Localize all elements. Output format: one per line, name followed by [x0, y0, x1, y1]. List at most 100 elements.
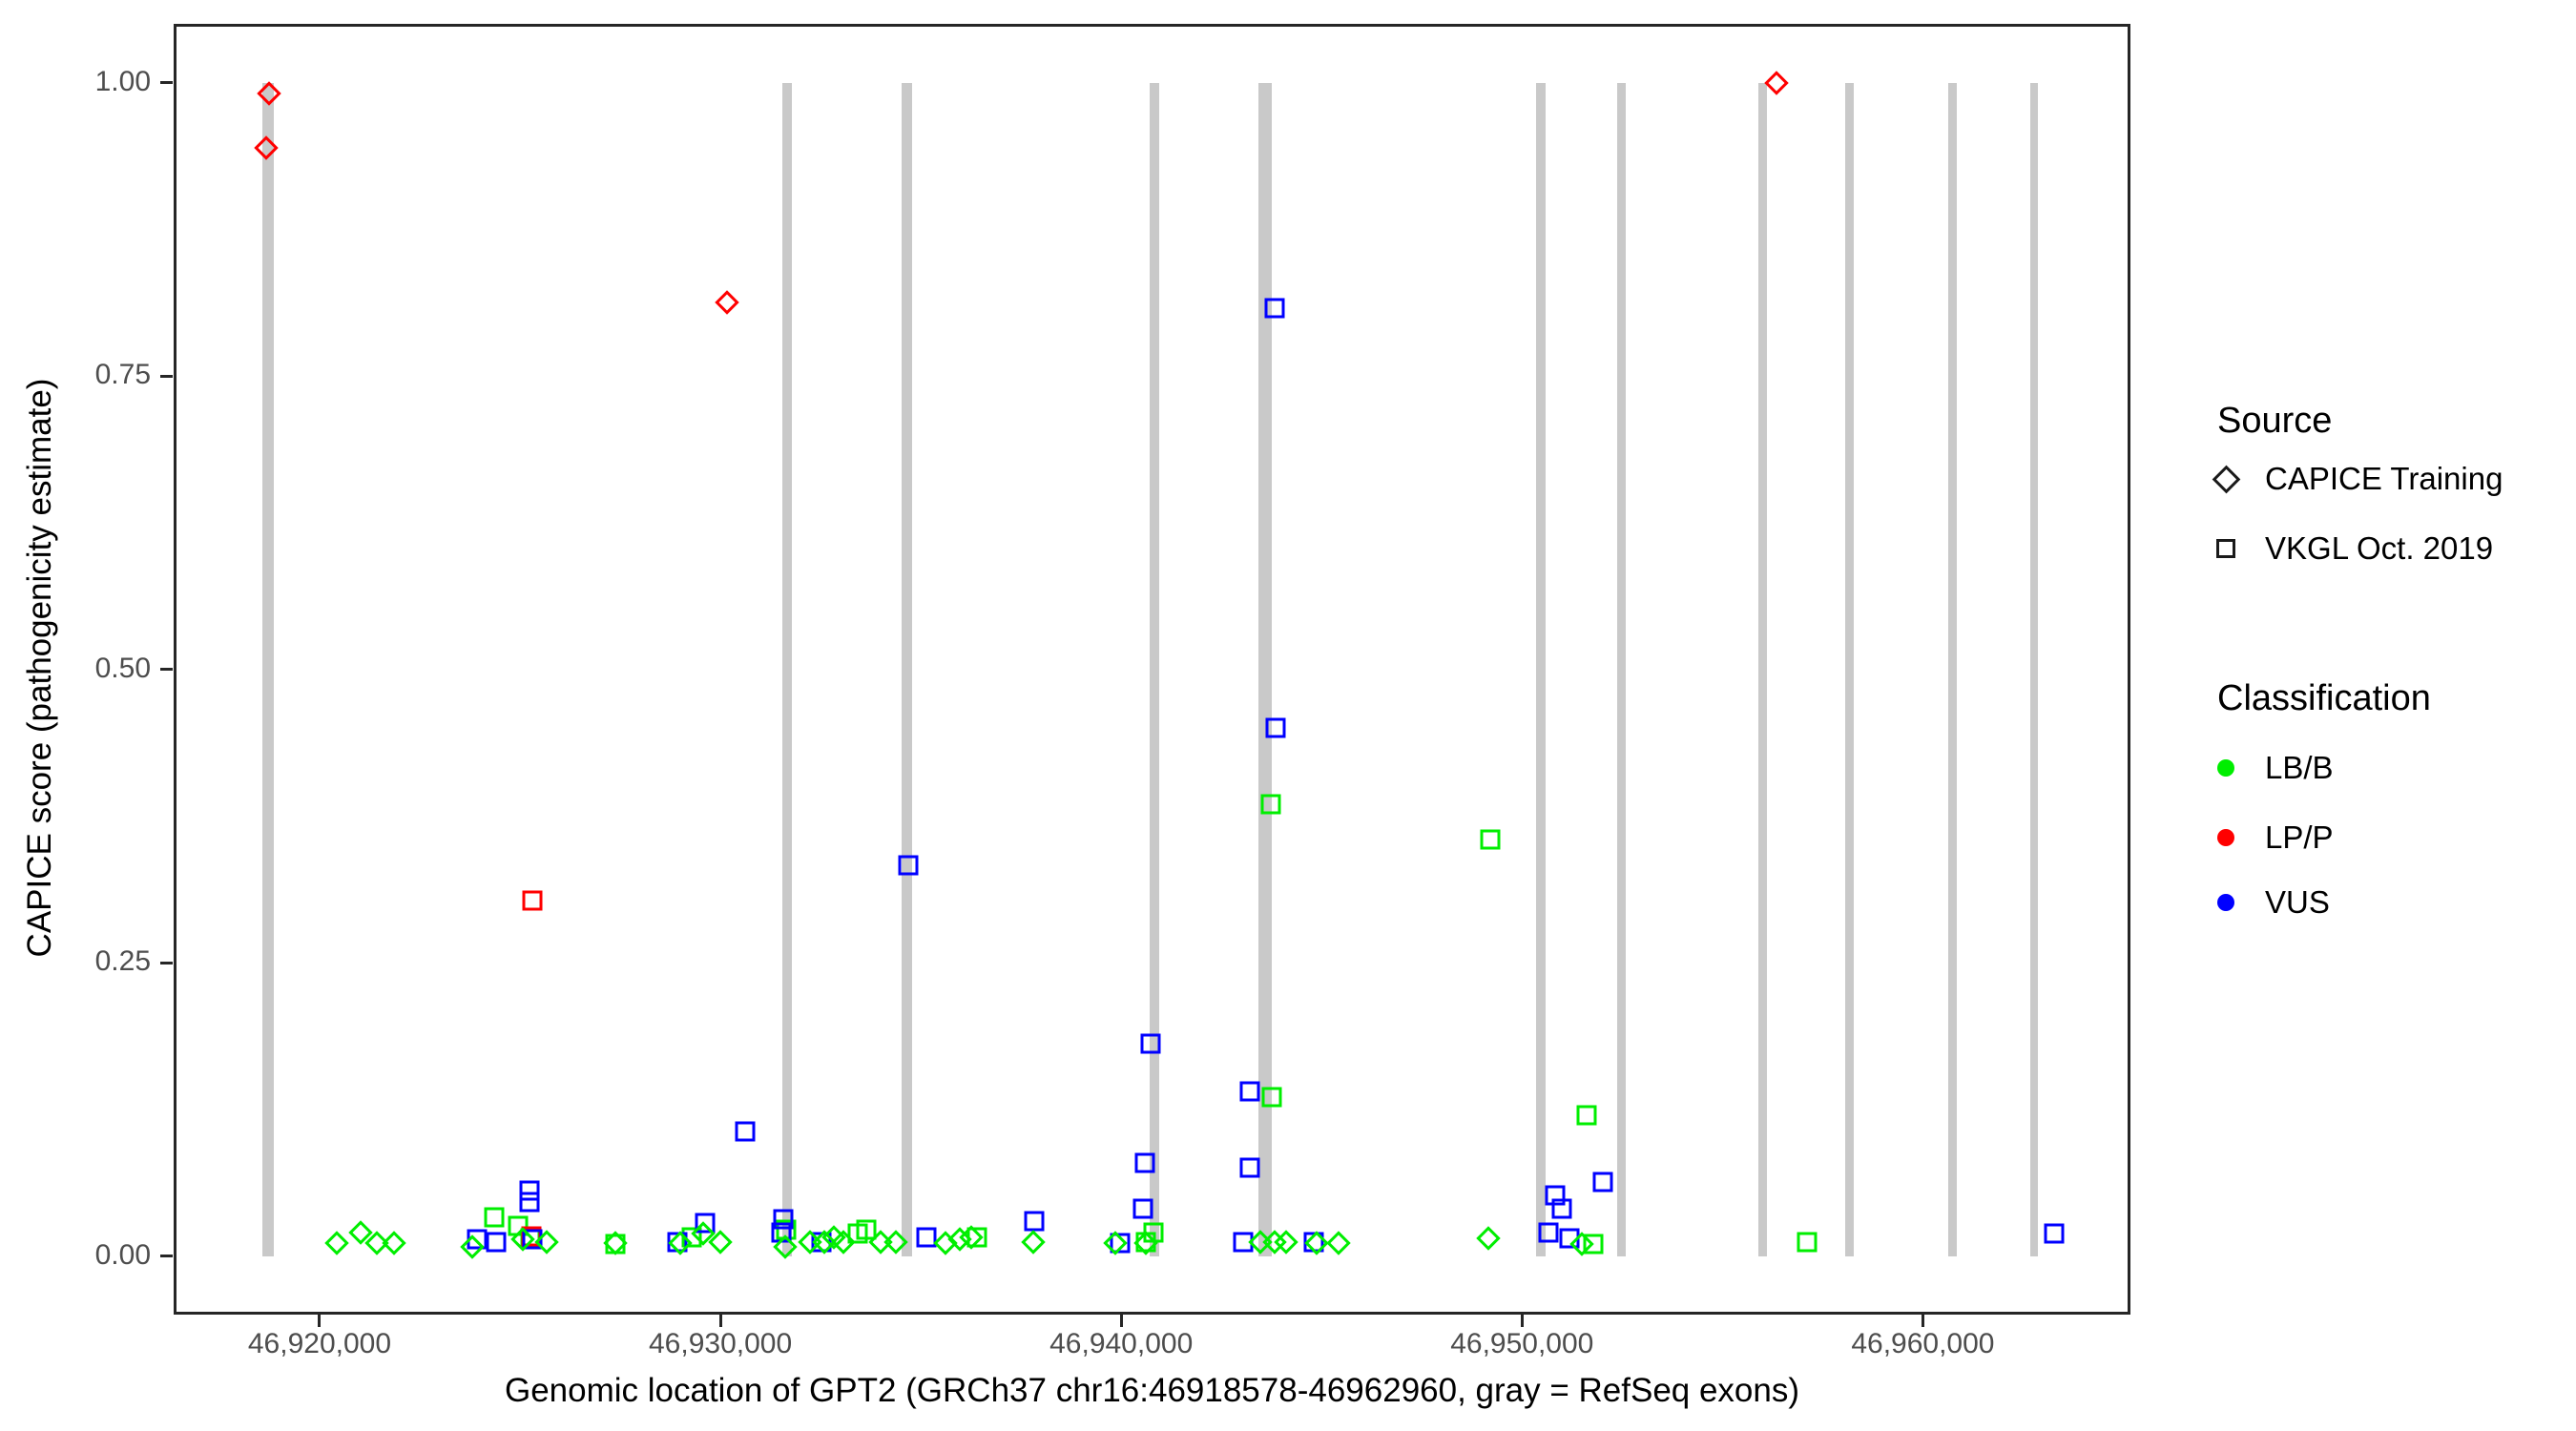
data-point-square [916, 1227, 937, 1248]
green-dot-icon [2204, 759, 2248, 777]
legend-item-lbb: LB/B [2204, 749, 2334, 787]
y-axis-tick-label: 0.75 [94, 359, 151, 390]
legend-item-label: VKGL Oct. 2019 [2265, 530, 2494, 566]
x-axis-tick-label: 46,930,000 [649, 1328, 793, 1359]
data-point-square [1261, 1087, 1282, 1108]
data-point-square [605, 1234, 626, 1255]
data-point-square [695, 1213, 716, 1234]
data-point-square [1110, 1233, 1131, 1254]
data-point-square [1538, 1222, 1559, 1243]
data-point-square [1264, 298, 1285, 319]
legend-item-vkgl: VKGL Oct. 2019 [2204, 529, 2493, 568]
data-point-square [1132, 1198, 1153, 1219]
x-axis-tick-label: 46,940,000 [1049, 1328, 1194, 1359]
y-axis-tick [160, 1255, 173, 1257]
legend-source-title: Source [2217, 401, 2333, 441]
data-point-square [1303, 1232, 1324, 1253]
data-point-diamond [254, 135, 279, 161]
data-point-square [681, 1227, 702, 1248]
x-axis-tick [1520, 1315, 1524, 1327]
data-point-square [735, 1121, 756, 1142]
refseq-exon-bar [262, 82, 274, 1256]
y-axis-tick [160, 961, 173, 964]
data-point-diamond [1326, 1231, 1351, 1255]
data-point-diamond [715, 289, 739, 315]
data-point-square [1592, 1172, 1613, 1192]
data-point-square [519, 1192, 540, 1213]
data-point-diamond [1764, 70, 1789, 95]
refseq-exon-bar [781, 82, 792, 1256]
legend-item-capice-training: CAPICE Training [2204, 460, 2503, 498]
refseq-exon-bar [1844, 82, 1854, 1256]
x-axis-tick [1921, 1315, 1924, 1327]
data-point-square [2044, 1223, 2065, 1244]
data-point-square [1551, 1198, 1572, 1219]
y-axis-tick-label: 1.00 [94, 65, 151, 97]
open-diamond-icon [2204, 465, 2248, 493]
refseq-exon-bar [901, 82, 912, 1256]
refseq-exon-bar [2029, 82, 2038, 1256]
data-point-diamond [382, 1231, 406, 1255]
data-point-square [1239, 1157, 1260, 1178]
data-point-square [1140, 1033, 1161, 1054]
refseq-exon-bar [1757, 82, 1767, 1256]
x-axis-tick [1119, 1315, 1123, 1327]
legend-item-label: VUS [2265, 884, 2330, 920]
data-point-diamond [883, 1230, 908, 1255]
x-axis-tick-label: 46,960,000 [1851, 1328, 1995, 1359]
data-point-square [1480, 829, 1501, 850]
legend-item-lpp: LP/P [2204, 819, 2334, 857]
data-point-square [1559, 1228, 1580, 1249]
x-axis-title: Genomic location of GPT2 (GRCh37 chr16:4… [504, 1372, 1800, 1409]
data-point-square [1576, 1105, 1597, 1126]
x-axis-tick [718, 1315, 722, 1327]
data-point-square [484, 1207, 505, 1228]
data-point-square [522, 890, 543, 911]
data-point-diamond [324, 1231, 349, 1255]
y-axis-tick-label: 0.50 [94, 652, 151, 684]
data-point-square [773, 1209, 794, 1230]
legend-classification-title: Classification [2217, 678, 2431, 718]
data-point-square [1143, 1222, 1164, 1243]
data-point-square [486, 1232, 507, 1253]
data-point-square [519, 1180, 540, 1201]
data-point-square [856, 1219, 877, 1240]
refseq-exon-bar [1149, 82, 1159, 1256]
data-point-square [1260, 794, 1281, 815]
refseq-exon-bar [1947, 82, 1957, 1256]
x-axis-tick-label: 46,950,000 [1450, 1328, 1594, 1359]
refseq-exon-bar [1535, 82, 1546, 1256]
y-axis-tick [160, 668, 173, 671]
data-point-diamond [1476, 1226, 1501, 1251]
data-point-square [522, 1229, 543, 1250]
data-point-diamond [257, 80, 281, 106]
data-point-diamond [1021, 1230, 1046, 1255]
data-point-square [508, 1215, 529, 1236]
data-point-square [966, 1227, 987, 1248]
data-point-square [467, 1229, 488, 1250]
refseq-exon-bar [1257, 82, 1272, 1256]
data-point-square [667, 1232, 688, 1253]
data-point-square [1265, 717, 1286, 738]
x-axis-tick [318, 1315, 322, 1327]
blue-dot-icon [2204, 894, 2248, 911]
x-axis-tick-label: 46,920,000 [247, 1328, 392, 1359]
open-square-icon [2204, 539, 2248, 558]
data-point-square [1239, 1081, 1260, 1102]
data-point-square [776, 1219, 797, 1240]
data-point-square [1134, 1152, 1155, 1173]
legend-item-vus: VUS [2204, 883, 2330, 922]
data-point-square [1024, 1211, 1045, 1232]
y-axis-tick-label: 0.00 [94, 1238, 151, 1271]
legend-item-label: CAPICE Training [2265, 461, 2503, 496]
y-axis-tick [160, 81, 173, 84]
data-point-square [811, 1232, 832, 1253]
data-point-square [1797, 1232, 1818, 1253]
red-dot-icon [2204, 829, 2248, 846]
y-axis-tick [160, 374, 173, 378]
legend-item-label: LB/B [2265, 750, 2334, 785]
